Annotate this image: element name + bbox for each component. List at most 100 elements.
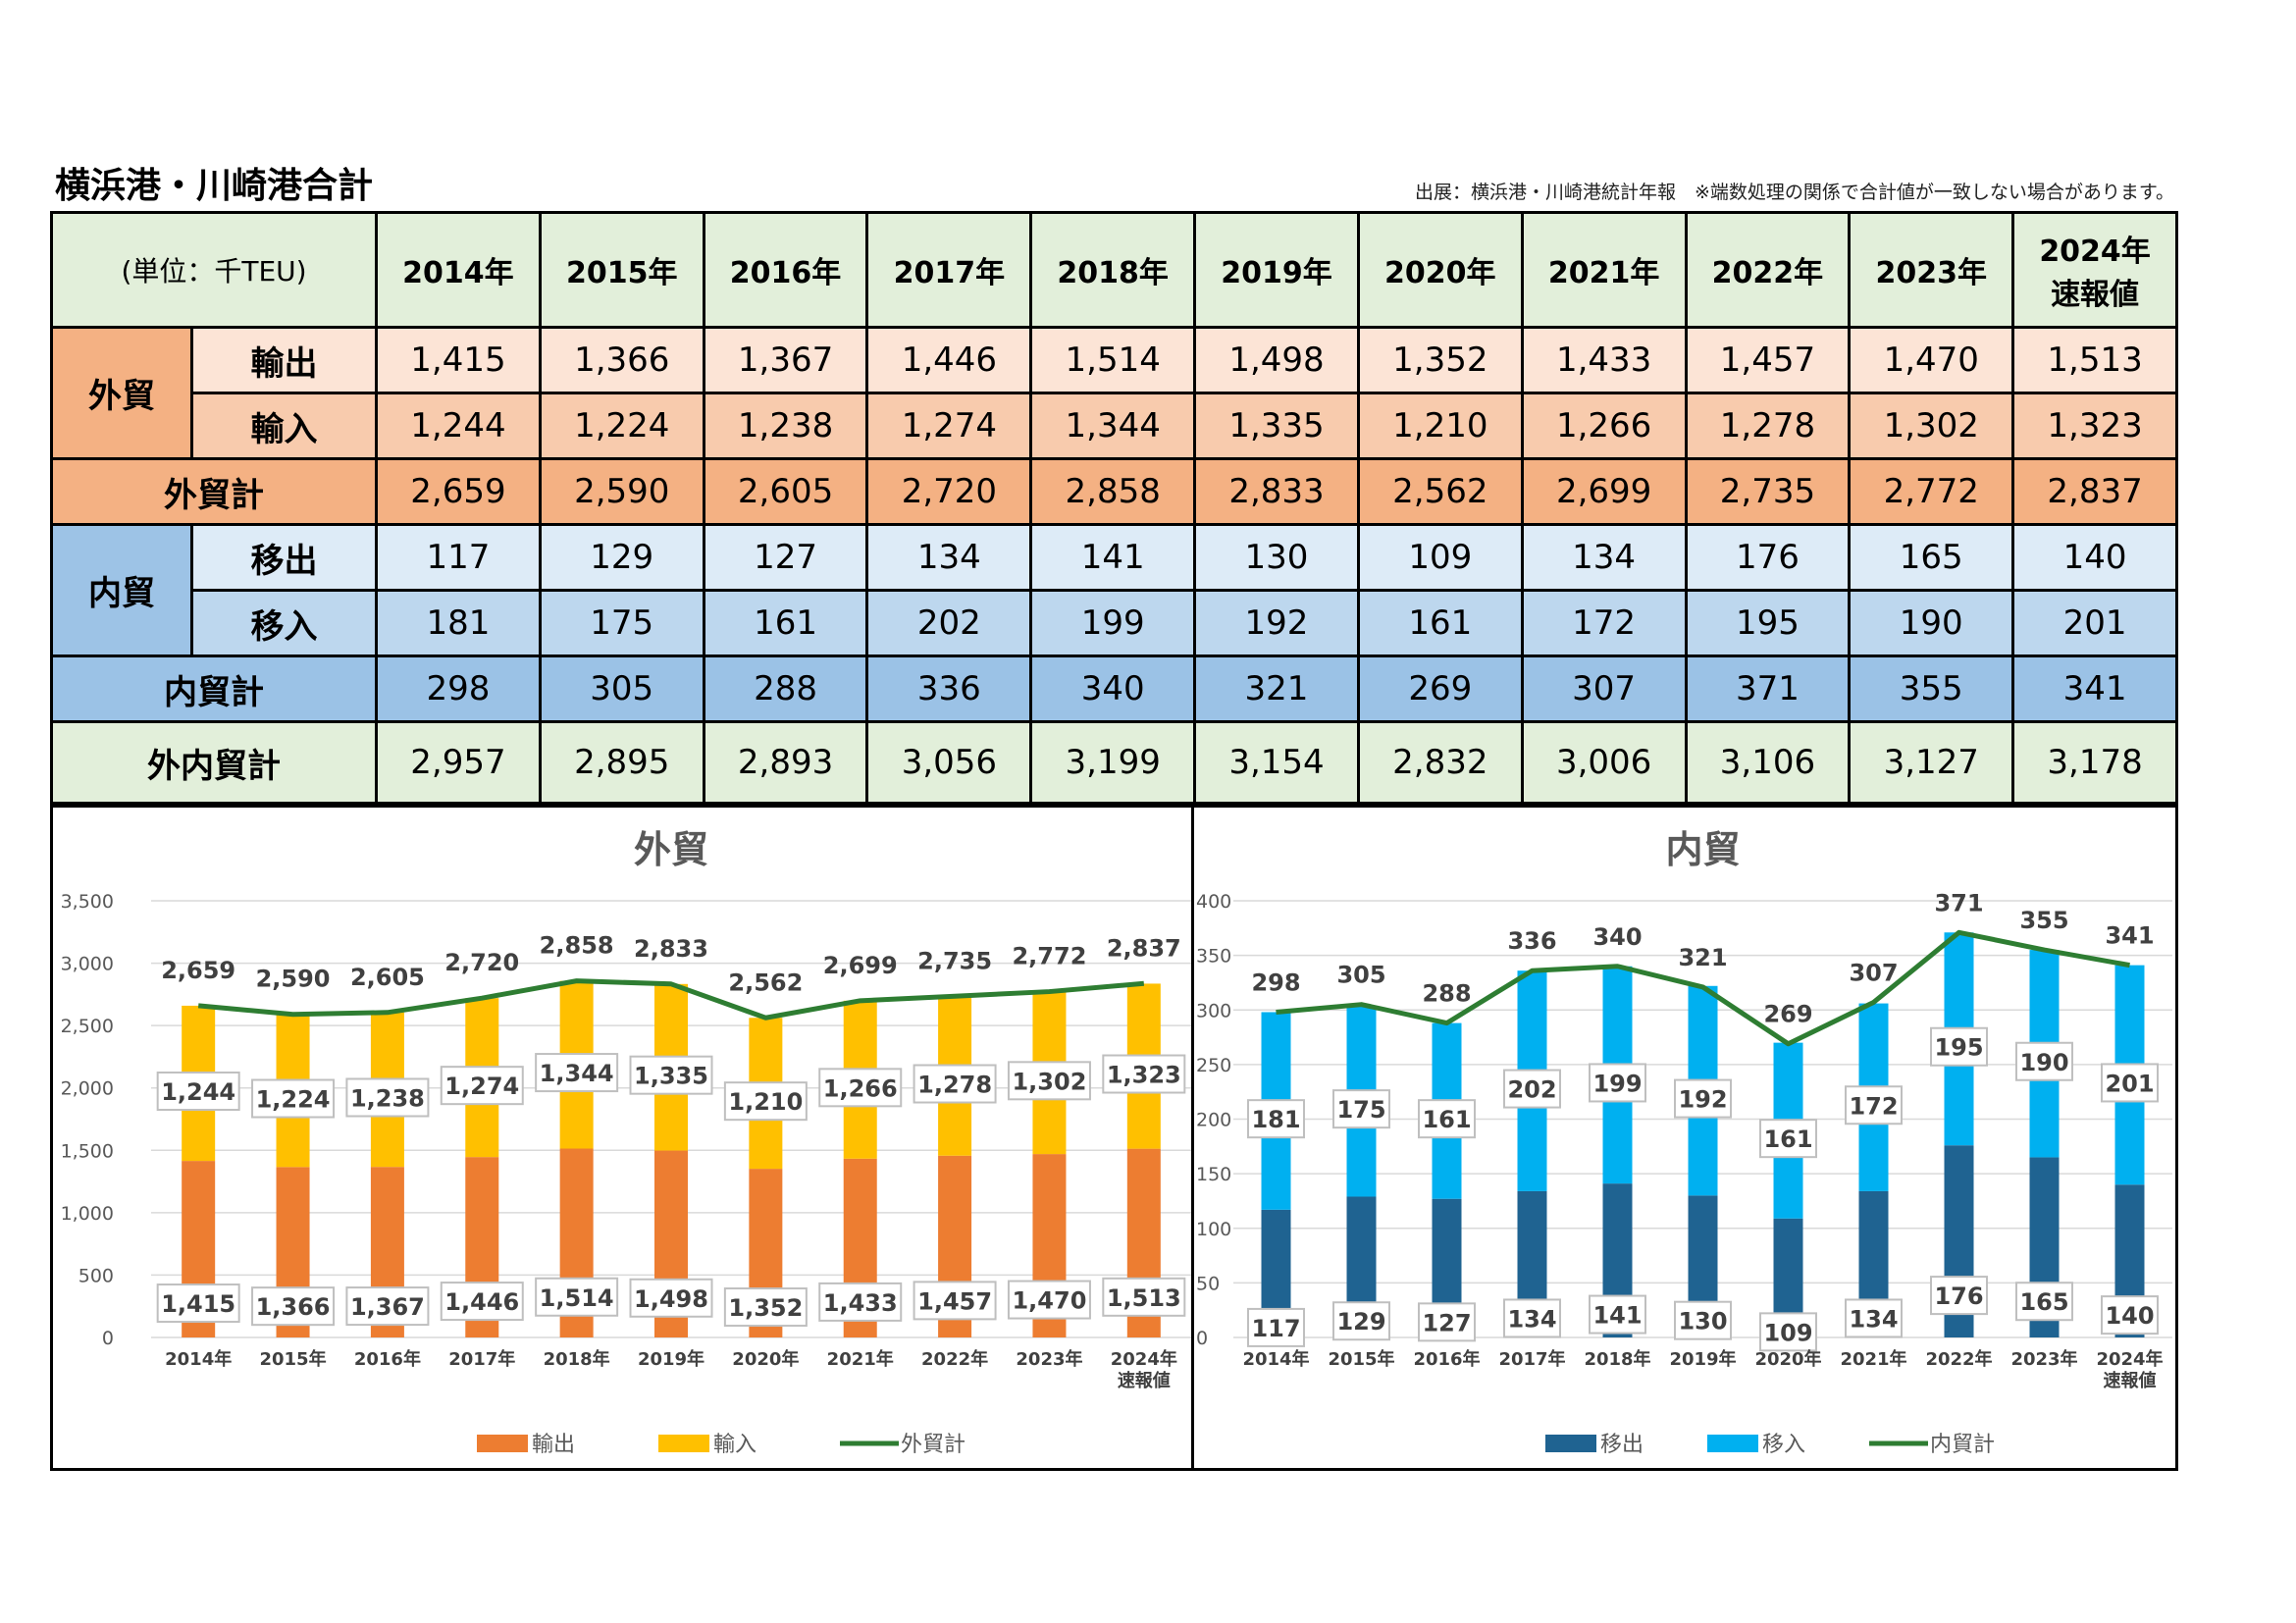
x-tick-label: 2023年 [1016,1348,1082,1370]
data-label-box [1845,1085,1903,1126]
x-tick-label: 2018年 [544,1348,610,1370]
gaiboeki-total-value: 2,699 [1520,457,1688,527]
year-header: 2017年 [865,210,1033,330]
data-label: 1,344 [540,1060,614,1087]
legend-swatch [658,1435,709,1452]
data-label-box [1332,1089,1390,1129]
data-label-box [1759,1312,1817,1352]
gaiboeki-chart: 外貿 0 500 1,000 1,500 2,000 2,500 3,000 3,500 1,41… [50,805,1197,1471]
y-tick-label: 2,000 [61,1078,114,1100]
x-tick-label: 2024年 [2096,1348,2163,1370]
x-tick-label: 2015年 [1328,1348,1394,1370]
legend-swatch [477,1435,528,1452]
data-label: 134 [1849,1305,1898,1333]
move-out-value: 141 [1029,523,1197,593]
data-label: 172 [1849,1092,1898,1120]
data-label: 165 [2019,1288,2068,1316]
data-label: 1,302 [1012,1068,1086,1095]
data-label: 1,498 [634,1285,708,1313]
year-header: 2018年 [1029,210,1197,330]
data-label-box [629,1055,713,1095]
export-value: 1,498 [1193,326,1360,395]
chart-title: 外貿 [634,828,708,871]
x-tick-label: 2014年 [1242,1348,1309,1370]
move-out-value: 130 [1193,523,1360,593]
move-in-value: 199 [1029,589,1197,658]
x-tick-label: 2015年 [259,1348,326,1370]
x-tick-label: 2022年 [921,1348,988,1370]
grand-total-value: 3,199 [1029,720,1197,805]
data-label-box [2015,1282,2073,1322]
grand-total-value: 3,006 [1520,720,1688,805]
import-value: 1,335 [1193,392,1360,461]
data-label-box [723,1287,808,1328]
y-tick-label: 2,500 [61,1016,114,1037]
x-tick-label: 2022年 [1925,1348,1992,1370]
data-label-box [1674,1078,1732,1119]
data-label: 134 [1507,1305,1556,1333]
table-row: 内貿 移出 117 129 127 134 141 130 109 134 176 165 140 [50,523,2178,658]
y-tick-label: 150 [1196,1164,1231,1185]
year-header: 2020年 [1356,210,1524,330]
move-out-value: 140 [2011,523,2178,593]
data-label-box [1930,1276,1988,1316]
data-label-box [1247,1307,1305,1347]
legend-label: 移出 [1600,1433,1644,1457]
export-value: 1,470 [1848,326,2015,395]
y-tick-label: 100 [1196,1219,1231,1240]
data-label: 161 [1422,1106,1471,1133]
line-data-label: 269 [1763,1001,1812,1028]
data-label-box [1102,1277,1186,1317]
naiboeki-total-label: 内貿計 [49,654,379,724]
legend-label: 輸出 [532,1433,575,1457]
naiboeki-total-value: 340 [1029,654,1197,724]
grand-total-value: 2,957 [375,720,542,805]
data-label-box [251,1078,336,1119]
grand-total-value: 2,832 [1356,720,1524,805]
data-label: 1,470 [1012,1287,1086,1315]
grand-total-value: 3,056 [865,720,1033,805]
data-label: 1,415 [161,1290,235,1318]
legend-label: 外貿計 [901,1433,965,1457]
data-label-box [156,1283,240,1324]
data-label-box [818,1282,903,1322]
data-label-box [440,1282,524,1322]
year-header: 2016年 [702,210,869,330]
naiboeki-total-value: 341 [2011,654,2178,724]
data-label-box [1418,1302,1476,1342]
data-label: 1,457 [917,1287,992,1315]
data-label: 1,323 [1107,1062,1181,1089]
import-value: 1,210 [1356,392,1524,461]
x-tick-label: 2023年 [2010,1348,2077,1370]
x-tick-label: 速報値 [2104,1370,2157,1391]
data-label-box [1589,1063,1646,1103]
line-data-label: 2,858 [540,932,614,960]
year-header: 2022年 [1684,210,1852,330]
data-label: 1,274 [444,1073,519,1100]
data-label: 195 [1934,1034,1983,1062]
gaiboeki-total-value: 2,605 [702,457,869,527]
x-tick-label: 2018年 [1584,1348,1650,1370]
data-label-box [1102,1054,1186,1094]
year-header: 2015年 [538,210,705,330]
line-data-label: 288 [1422,980,1471,1008]
export-value: 1,446 [865,326,1033,395]
data-label: 199 [1592,1070,1642,1097]
grand-total-value: 2,893 [702,720,869,805]
data-label: 1,446 [444,1288,519,1316]
x-tick-label: 2020年 [1754,1348,1821,1370]
data-label: 127 [1422,1309,1471,1336]
data-label: 192 [1678,1086,1727,1114]
data-label: 1,238 [350,1084,425,1112]
data-label: 140 [2105,1302,2154,1330]
y-tick-label: 0 [102,1328,114,1349]
data-label-box [1007,1280,1091,1320]
data-label: 1,278 [917,1072,992,1099]
data-label-box [2015,1041,2073,1081]
x-tick-label: 2017年 [1498,1348,1565,1370]
year-header: 2024年 速報値 [2011,210,2178,330]
gaiboeki-group-label: 外貿 [50,326,193,461]
import-value: 1,323 [2011,392,2178,461]
y-tick-label: 0 [1196,1328,1208,1349]
line-data-label: 371 [1934,889,1983,916]
